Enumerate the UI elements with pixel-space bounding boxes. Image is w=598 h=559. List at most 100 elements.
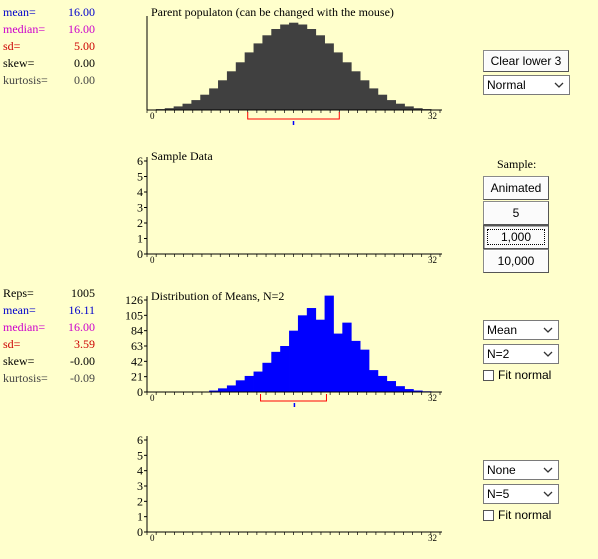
focus-ring: [487, 229, 545, 245]
means-median-label: median=: [3, 320, 46, 334]
chevron-down-icon: [543, 351, 553, 357]
histogram-bar: [386, 100, 397, 110]
parent-kurtosis-value: 0.00: [74, 73, 95, 87]
histogram-bar: [280, 24, 290, 110]
x-axis-max-label: 32: [428, 533, 437, 543]
histogram-bar: [395, 386, 405, 392]
sd-range-marker: [260, 394, 327, 402]
sample-5-button[interactable]: 5: [483, 201, 549, 225]
means-kurtosis-stat: kurtosis= -0.09: [3, 371, 95, 385]
sample-size-select-3[interactable]: N=2: [483, 344, 559, 364]
sample-1000-button[interactable]: 1,000: [483, 225, 549, 249]
histogram-bar: [324, 43, 334, 110]
histogram-bar: [297, 24, 308, 110]
means-mean-label: mean=: [3, 303, 36, 317]
y-tick-label: 0: [137, 525, 143, 539]
histogram-bar: [306, 308, 317, 392]
y-tick-label: 63: [131, 339, 143, 353]
y-tick-label: 2: [137, 216, 143, 230]
parent-skew-value: 0.00: [74, 56, 95, 70]
histogram-bar: [280, 346, 290, 392]
y-tick-label: 4: [137, 185, 143, 199]
means-mean-stat: mean= 16.11: [3, 303, 95, 317]
histogram-bar: [262, 35, 272, 110]
fit-normal-checkbox-3[interactable]: Fit normal: [483, 368, 563, 384]
statistic-select-3[interactable]: Mean: [483, 320, 559, 340]
fit-normal-checkbox-4[interactable]: Fit normal: [483, 508, 563, 524]
parent-sd-stat: sd= 5.00: [3, 39, 95, 53]
parent-shape-value: Normal: [487, 78, 526, 92]
y-tick-label: 84: [131, 324, 143, 338]
fit-normal-label-4: Fit normal: [498, 508, 552, 522]
sample-heading: Sample:: [497, 157, 537, 171]
y-tick-label: 105: [125, 308, 143, 322]
clear-lower-3-button[interactable]: Clear lower 3: [483, 50, 569, 72]
y-tick-label: 3: [137, 201, 143, 215]
parent-skew-stat: skew= 0.00: [3, 56, 95, 70]
y-tick-label: 5: [137, 448, 143, 462]
parent-shape-select[interactable]: Normal: [483, 75, 570, 95]
y-tick-label: 21: [131, 370, 143, 384]
histogram-bar: [315, 35, 325, 110]
histogram-bar: [324, 295, 334, 392]
histogram-bar: [351, 340, 361, 392]
histogram-bar: [342, 62, 352, 110]
histogram-bar: [218, 80, 228, 110]
histogram-bar: [253, 371, 263, 392]
fourth-distribution-chart: 0 32 01 234 56: [137, 433, 442, 543]
sample-data-chart: Sample Data 0 32 01 23 45 6: [137, 149, 442, 264]
y-tick-label: 0: [137, 385, 143, 399]
means-mean-value: 16.11: [68, 303, 95, 317]
animated-button[interactable]: Animated: [483, 176, 549, 200]
fit-normal-label-3: Fit normal: [498, 368, 552, 382]
histogram-bar: [315, 319, 325, 392]
parent-median-label: median=: [3, 22, 46, 36]
parent-sd-label: sd=: [3, 39, 21, 53]
means-reps-stat: Reps= 1005: [3, 286, 95, 300]
histogram-bar: [289, 22, 299, 111]
y-tick-label: 0: [137, 247, 143, 261]
sample-5-label: 5: [512, 206, 520, 220]
parent-kurtosis-stat: kurtosis= 0.00: [3, 73, 95, 87]
clear-lower-3-label: Clear lower 3: [490, 54, 562, 68]
sample-size-select-4-value: N=5: [487, 487, 510, 501]
sample-10000-button[interactable]: 10,000: [483, 249, 549, 273]
checkbox-box[interactable]: [483, 510, 494, 521]
histogram-bar: [377, 94, 388, 110]
distribution-of-means-chart: Distribution of Means, N=20 3202142638410…: [125, 289, 442, 407]
x-axis-min-label: 0: [150, 393, 155, 403]
histogram-bar: [200, 94, 210, 110]
parent-mean-label: mean=: [3, 5, 36, 19]
histogram-bar: [262, 362, 272, 392]
histogram-bar: [306, 29, 317, 110]
histogram-bar: [386, 381, 397, 392]
means-reps-value: 1005: [71, 286, 95, 300]
means-sd-label: sd=: [3, 337, 21, 351]
means-reps-label: Reps=: [3, 286, 34, 300]
y-tick-label: 1: [137, 232, 143, 246]
parent-population-chart[interactable]: Parent populaton (can be changed with th…: [100, 0, 460, 130]
histogram-bar: [209, 88, 219, 110]
x-axis-min-label: 0: [150, 533, 155, 543]
sample-size-select-4[interactable]: N=5: [483, 484, 559, 504]
parent-kurtosis-label: kurtosis=: [3, 73, 48, 87]
histogram-bar: [360, 80, 370, 110]
sd-range-marker: [247, 112, 340, 120]
means-median-value: 16.00: [68, 320, 95, 334]
checkbox-box[interactable]: [483, 370, 494, 381]
means-sd-stat: sd= 3.59: [3, 337, 95, 351]
histogram-bar: [413, 390, 423, 392]
histogram-bar: [191, 100, 201, 110]
histogram-bar: [182, 103, 192, 110]
chevron-down-icon: [543, 327, 553, 333]
histogram-bar: [164, 108, 175, 110]
histogram-bar: [377, 375, 388, 392]
histogram-bar: [209, 390, 219, 392]
histogram-bar: [413, 108, 423, 110]
statistic-select-3-value: Mean: [487, 323, 518, 337]
y-tick-label: 126: [125, 293, 143, 307]
histogram-bar: [244, 375, 254, 392]
y-tick-label: 5: [137, 170, 143, 184]
statistic-select-4[interactable]: None: [483, 460, 559, 480]
histogram-bar: [244, 52, 254, 110]
